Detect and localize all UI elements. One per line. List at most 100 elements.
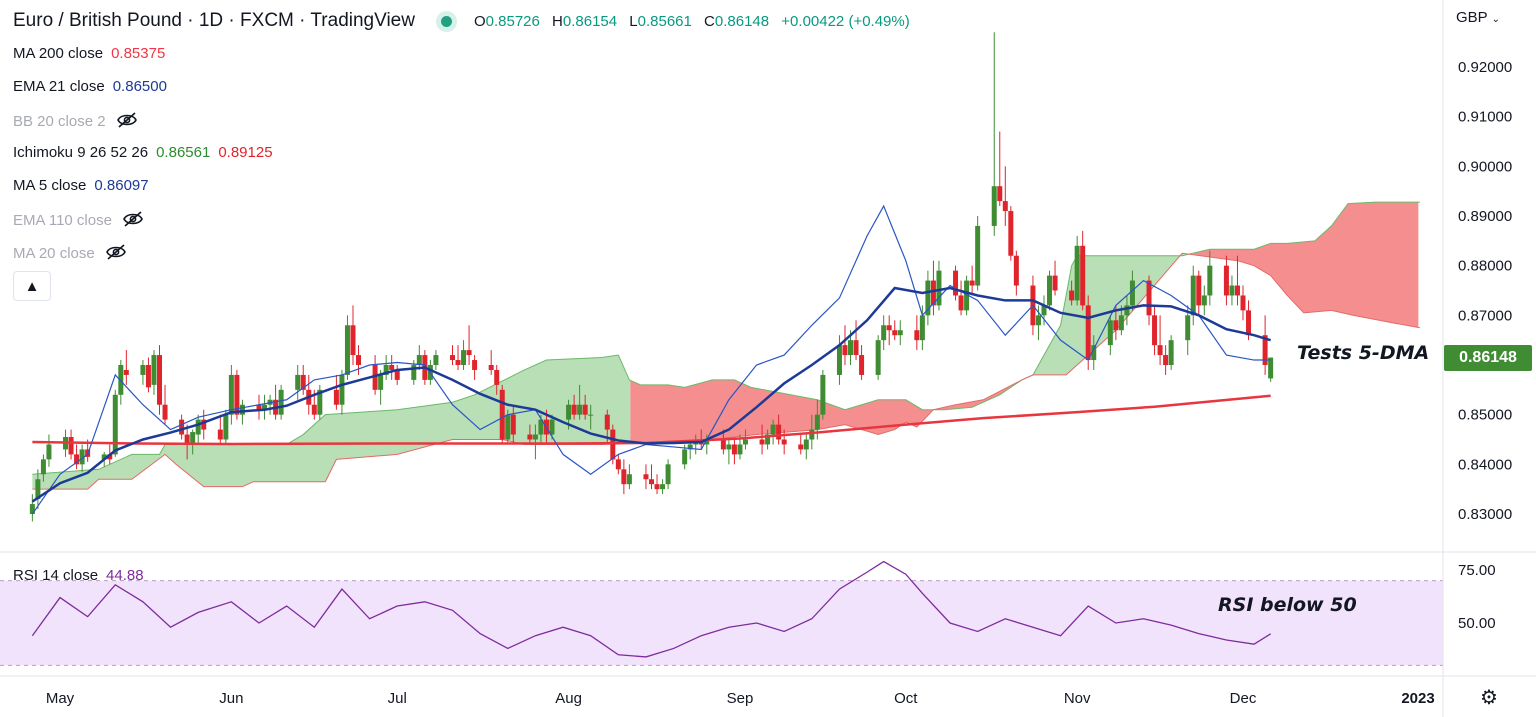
candle-body [295,374,301,390]
candle-body [687,444,693,450]
candle-oct-13 [969,265,975,296]
candle-jun-6 [256,394,262,420]
candle-body [1207,265,1213,296]
cloud-span-b-line [32,252,1420,490]
candle-body [372,365,378,390]
candle-body [798,444,804,450]
indicator-label: MA 200 close [13,45,104,62]
candle-body [682,449,688,465]
gear-icon[interactable]: ⚙ [1480,687,1498,709]
candle-sep-20 [842,325,848,365]
candle-oct-31 [1069,280,1075,306]
symbol-title[interactable]: Euro / British Pound · 1D · FXCM · Tradi… [13,10,415,31]
candle-dec-1 [1240,285,1246,321]
candle-body [1047,275,1053,306]
candle-sep-13 [803,434,809,460]
candle-body [1146,280,1152,316]
candle-sep-6 [765,429,771,450]
candle-jul-21 [505,409,511,445]
candle-body [339,374,345,405]
indicator-ma-5-close[interactable]: MA 5 close 0.86097 [13,177,149,194]
candle-nov-28 [1223,255,1229,306]
indicator-value: 0.89125 [218,144,273,161]
candle-body [566,404,572,420]
candle-body [953,270,959,296]
candle-may-19 [157,345,163,415]
candle-jun-22 [344,315,350,380]
candle-body [262,404,268,410]
indicator-ma-200-close[interactable]: MA 200 close 0.85375 [13,45,165,62]
candle-jun-28 [378,369,384,405]
candle-apr-29 [46,434,52,467]
indicator-ema-21-close[interactable]: EMA 21 close 0.86500 [13,78,167,95]
annotation-tests-5dma: Tests 5-DMA [1297,342,1430,364]
currency-menu[interactable]: GBP ⌄ [1456,9,1500,26]
candle-sep-12 [798,434,804,455]
eye-off-icon[interactable] [122,210,144,232]
candle-body [256,404,262,410]
indicator-label: MA 5 close [13,177,87,194]
indicator-ma-20-close[interactable]: MA 20 close [13,243,127,265]
candle-body [350,325,356,356]
candle-body [411,365,417,380]
candle-oct-11 [958,280,964,316]
candle-oct-20 [1008,206,1014,261]
candle-jul-1 [394,365,400,385]
candle-body [1002,201,1008,212]
eye-off-icon[interactable] [105,243,127,265]
candle-body [919,315,925,341]
candle-aug-16 [649,464,654,490]
candle-body [46,444,52,460]
candle-body [112,394,118,455]
rsi-tick-label: 50.00 [1458,615,1496,632]
candle-body [455,360,461,365]
close-label: C [704,12,715,30]
candle-nov-3 [1085,295,1091,370]
candle-body [383,365,389,375]
candle-body [582,404,588,415]
candle-body [278,389,284,415]
candle-body [466,350,472,356]
candle-sep-30 [897,320,903,346]
candle-jun-20 [333,374,339,410]
candle-body [881,325,887,341]
indicator-ichimoku-9-26-52-26[interactable]: Ichimoku 9 26 52 26 0.86561 0.89125 [13,144,273,161]
candle-jun-23 [350,305,356,365]
candle-apr-28 [40,454,46,482]
candle-body [488,365,494,370]
candle-aug-2 [571,394,577,420]
candle-nov-7 [1107,315,1113,356]
candle-body [499,389,505,440]
close-value: 0.86148 [714,12,770,30]
candle-sep-7 [770,419,776,445]
candle-body [964,280,970,311]
candle-jul-29 [549,414,555,440]
candle-oct-12 [964,275,970,316]
candle-nov-30 [1234,255,1240,306]
candle-body [1113,320,1119,331]
candle-body [1008,211,1014,256]
candle-body [1107,320,1113,346]
candle-oct-19 [1002,166,1008,226]
candle-apr-26 [29,494,35,522]
time-tick-label: Oct [894,690,918,707]
collapse-legend-button[interactable]: ▲ [13,271,51,301]
candle-body [809,429,815,440]
ichimoku-cloud-bullish [32,355,631,490]
indicator-ema-110-close[interactable]: EMA 110 close [13,210,144,232]
candle-body [300,374,306,390]
candle-body [604,414,610,430]
candle-oct-6 [930,260,936,316]
candle-body [394,369,400,380]
candle-body [151,355,157,385]
candle-may-30 [217,414,223,445]
eye-off-icon[interactable] [116,111,138,133]
candle-body [118,365,124,395]
candle-body [1268,357,1274,379]
candle-body [776,424,782,440]
candle-body [1262,335,1268,365]
candle-body [588,414,594,416]
indicator-bb-20-close-2[interactable]: BB 20 close 2 [13,111,138,133]
candle-body [223,414,229,440]
